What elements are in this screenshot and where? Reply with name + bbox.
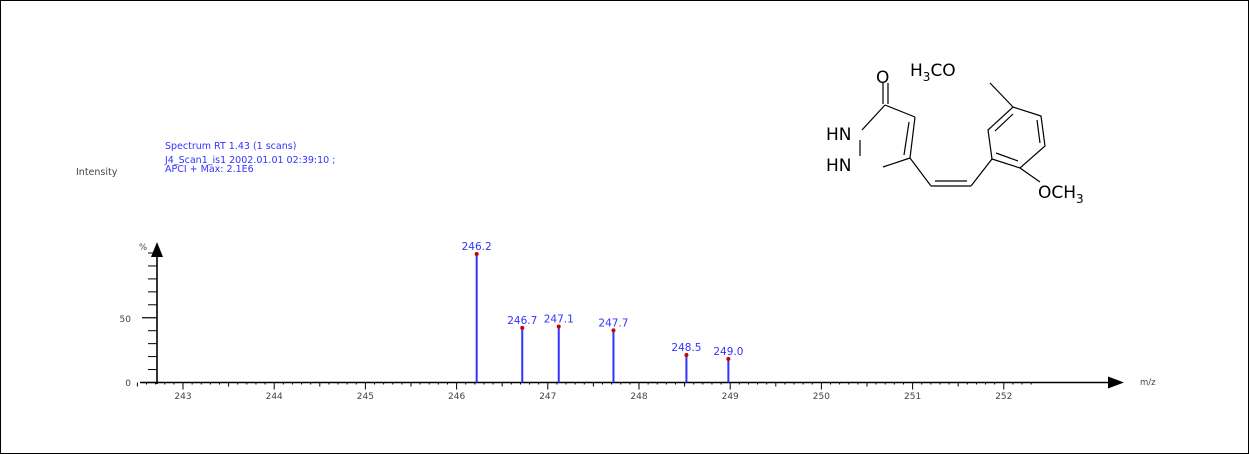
y-tick-label-0: 0 (125, 379, 131, 389)
bond-ome-bottom (1019, 167, 1041, 183)
y-tick-label-50: 50 (120, 315, 132, 325)
peak-label: 249.0 (713, 346, 743, 358)
chemical-structure (859, 82, 1046, 187)
structure-labels: O H3CO HN HN OCH3 (826, 61, 1084, 206)
x-tick-label: 246 (448, 392, 465, 402)
x-tick-label: 248 (630, 392, 647, 402)
nh-label-lower: HN (826, 156, 852, 176)
peak-marker (611, 328, 616, 333)
spectrum-info-line1: Spectrum RT 1.43 (1 scans) (165, 141, 297, 152)
methoxy-top-subscript: 3 (923, 70, 931, 84)
bond-c5-vinyl (909, 157, 932, 187)
bond-ome-top (989, 82, 1014, 108)
x-tick-label: 249 (722, 392, 739, 402)
peak-label: 247.1 (544, 314, 574, 326)
x-ticks (136, 382, 1032, 390)
methoxy-bottom-subscript: 3 (1076, 192, 1084, 206)
x-tick-labels: 243 244 245 246 247 248 249 250 251 252 (174, 392, 1012, 402)
benzene-inner-2 (1036, 119, 1041, 144)
x-tick-label: 243 (174, 392, 191, 402)
peak-marker (684, 353, 689, 358)
peak-marker (520, 325, 525, 330)
methoxy-top-label: H3CO (910, 61, 956, 84)
x-axis-arrow (1108, 376, 1124, 389)
x-tick-label: 247 (539, 392, 556, 402)
methoxy-bottom-label: OCH3 (1038, 183, 1084, 206)
peak-label: 246.7 (507, 315, 537, 327)
x-tick-label: 251 (904, 392, 921, 402)
spectrum-plot: % m/z 0 50 243 244 245 246 247 248 249 250 251 25… (120, 241, 1157, 402)
spectrum-info-line2: J4_Scan1_is1 2002.01.01 02:39:10 ; (165, 155, 336, 166)
peak-marker (474, 252, 479, 256)
bond-c3-c4 (884, 104, 916, 118)
methoxy-bottom-och: OCH (1038, 183, 1076, 203)
peak-label: 247.7 (598, 317, 628, 329)
benzene-inner-1 (994, 113, 1014, 132)
x-tick-label: 250 (813, 392, 830, 402)
x-tick-label: 252 (995, 392, 1012, 402)
y-ticks (142, 252, 157, 384)
methoxy-top-h: H (910, 61, 923, 81)
peak-label: 248.5 (671, 342, 701, 354)
intensity-label: Intensity (76, 167, 118, 178)
x-tick-label: 245 (357, 392, 374, 402)
peak-marker (556, 324, 561, 329)
y-axis-label: % (139, 243, 147, 253)
bond-c4-c5 (909, 116, 916, 159)
methoxy-top-co: CO (930, 61, 955, 81)
bond-vinyl-aryl (970, 158, 993, 187)
peaks: 246.2 246.7 247.1 247.7 248.5 249.0 (462, 241, 743, 383)
bond-c4-c5-double (903, 121, 910, 156)
spectrum-info-line3: APCI + Max: 2.1E6 (165, 164, 254, 175)
benzene-inner-3 (995, 152, 1019, 162)
carbonyl-oxygen-label: O (876, 68, 889, 88)
x-axis-label: m/z (1140, 378, 1156, 388)
peak-marker (726, 356, 731, 361)
nh-label-upper: HN (826, 125, 852, 145)
peak-label: 246.2 (462, 241, 492, 253)
x-tick-label: 244 (266, 392, 283, 402)
bond-n2-c3 (861, 104, 886, 131)
bond-c5-n1 (882, 157, 911, 168)
